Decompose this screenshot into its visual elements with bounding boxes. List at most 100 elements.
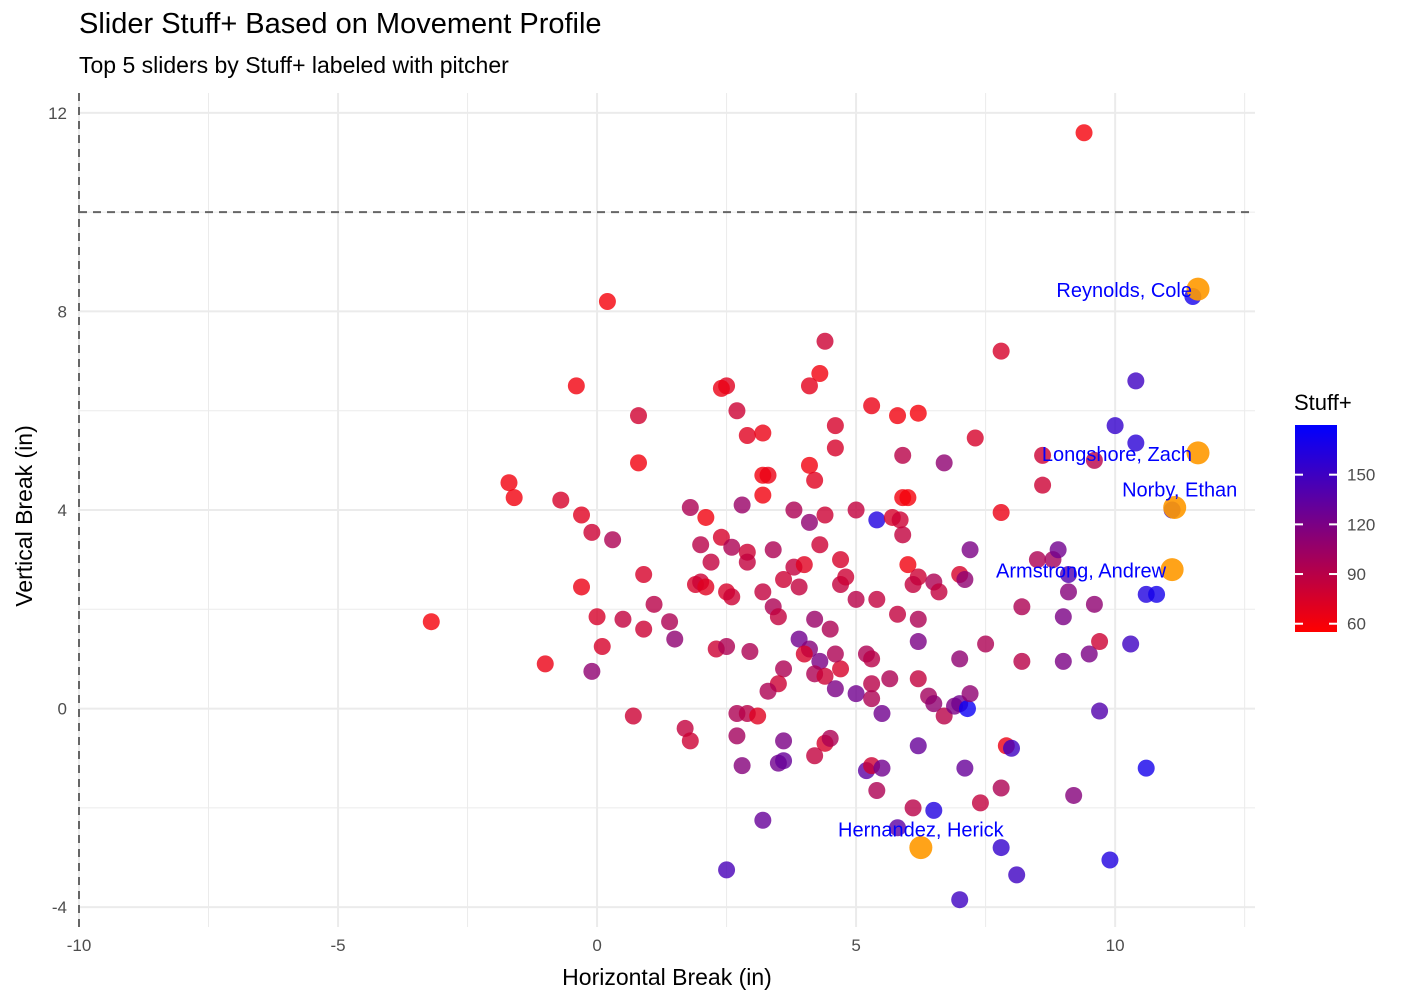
data-point [909, 670, 927, 688]
chart-title: Slider Stuff+ Based on Movement Profile [79, 8, 602, 40]
data-point [635, 620, 653, 638]
data-point [894, 526, 912, 544]
y-axis-title: Vertical Break (in) [11, 425, 37, 607]
legend-colorbar [1295, 425, 1337, 632]
data-point [821, 620, 839, 638]
data-point [583, 523, 601, 541]
data-point [800, 377, 818, 395]
data-point [909, 633, 927, 651]
data-point [1122, 635, 1140, 653]
data-point [769, 608, 787, 626]
data-point [573, 506, 591, 524]
data-point [868, 511, 886, 529]
data-point [909, 404, 927, 422]
data-point [951, 891, 969, 909]
data-point [826, 680, 844, 698]
data-point [873, 759, 891, 777]
data-point [1013, 652, 1031, 670]
legend-tick-label: 150 [1347, 466, 1375, 485]
data-point [630, 454, 648, 472]
legend-tick-label: 90 [1347, 565, 1366, 584]
data-point [847, 685, 865, 703]
y-tick-label: 12 [48, 104, 67, 123]
data-point [847, 501, 865, 519]
y-tick-label: 4 [58, 501, 67, 520]
data-point [754, 424, 772, 442]
data-point [800, 513, 818, 531]
data-point [775, 660, 793, 678]
data-point [536, 655, 554, 673]
data-point [821, 729, 839, 747]
x-tick-label: 10 [1106, 936, 1125, 955]
data-point [1091, 633, 1109, 651]
data-point [961, 685, 979, 703]
data-point [889, 605, 907, 623]
data-point [1003, 739, 1021, 757]
x-tick-label: 0 [592, 936, 601, 955]
data-point [977, 635, 995, 653]
x-tick-label: -10 [67, 936, 92, 955]
data-point [775, 732, 793, 750]
highlight-point [1160, 558, 1184, 582]
data-point [1080, 645, 1098, 663]
data-point [754, 811, 772, 829]
data-point [889, 819, 907, 837]
data-point [1034, 476, 1052, 494]
highlight-point [1186, 441, 1210, 465]
data-point [881, 670, 899, 688]
data-point [681, 499, 699, 517]
data-point [992, 503, 1010, 521]
data-point [873, 705, 891, 723]
data-point [1085, 595, 1103, 613]
data-point [832, 660, 850, 678]
data-point [702, 553, 720, 571]
data-point [1137, 759, 1155, 777]
data-point [775, 571, 793, 588]
data-point [899, 489, 917, 507]
data-point [593, 638, 611, 656]
data-point [1059, 583, 1077, 601]
data-point [552, 491, 570, 509]
data-point [966, 429, 984, 447]
data-point [1075, 124, 1093, 142]
legend-ticks: 60 90 120 150 [1295, 466, 1375, 634]
data-point [723, 588, 741, 606]
data-point [754, 486, 772, 504]
data-point [1049, 541, 1067, 559]
data-point [891, 511, 909, 529]
data-point [889, 407, 907, 425]
data-point [800, 456, 818, 474]
data-point [971, 794, 989, 812]
data-point [1127, 434, 1145, 452]
data-point [500, 474, 518, 492]
highlight-point [1163, 496, 1187, 520]
data-point [958, 700, 976, 718]
data-point [826, 439, 844, 457]
data-point [733, 496, 751, 514]
data-point [630, 407, 648, 425]
data-point [1028, 551, 1046, 569]
data-point [806, 471, 824, 489]
data-point [635, 566, 653, 584]
data-point [728, 727, 746, 745]
data-point [645, 595, 663, 613]
data-point [764, 541, 782, 559]
data-point [992, 839, 1010, 857]
data-point [1101, 851, 1119, 869]
data-point [422, 613, 440, 631]
data-point [1059, 566, 1077, 584]
data-point [795, 556, 813, 574]
pitcher-labels: Reynolds, Cole Longshore, Zach Norby, Etha… [838, 280, 1237, 841]
data-point [795, 645, 813, 663]
data-point [826, 417, 844, 435]
data-point [738, 553, 756, 571]
data-point [899, 556, 917, 574]
data-point [904, 575, 922, 593]
data-point [505, 489, 523, 507]
data-point [961, 541, 979, 559]
data-point [697, 578, 715, 596]
data-point [723, 538, 741, 556]
data-point [598, 293, 616, 310]
data-point [826, 645, 844, 663]
data-point [1085, 451, 1103, 469]
